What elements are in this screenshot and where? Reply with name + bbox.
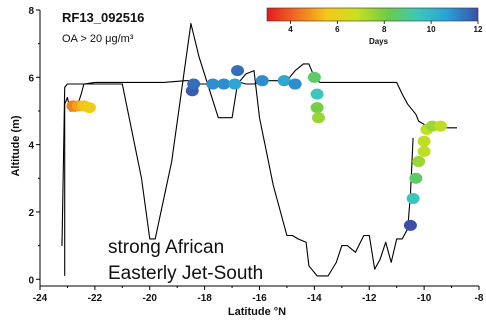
- x-tick-label: -24: [33, 293, 48, 304]
- oa-points: [66, 65, 448, 231]
- annotation-line-1: strong African: [108, 237, 224, 258]
- oa-point: [434, 120, 448, 132]
- x-tick-label: -16: [252, 293, 267, 304]
- oa-point: [288, 78, 302, 90]
- oa-point: [310, 88, 324, 100]
- x-tick-label: -20: [143, 293, 158, 304]
- x-tick-label: -8: [475, 293, 484, 304]
- oa-point: [412, 155, 426, 167]
- flight-track-line: [61, 22, 414, 277]
- oa-point: [255, 75, 269, 87]
- colorbar-tick-label: 4: [288, 25, 293, 34]
- oa-point: [228, 78, 242, 90]
- oa-point: [187, 78, 201, 90]
- oa-point: [409, 172, 423, 184]
- x-tick-label: -22: [88, 293, 103, 304]
- oa-point: [417, 135, 431, 147]
- colorbar-tick-label: 8: [382, 25, 387, 34]
- colorbar-tick-label: 10: [427, 25, 436, 34]
- colorbar: 4 6 8 10 12 Days: [266, 7, 483, 46]
- colorbar-tick-label: 12: [474, 25, 483, 34]
- oa-point: [206, 78, 220, 90]
- oa-point: [82, 102, 96, 114]
- oa-point: [417, 145, 431, 157]
- oa-point: [307, 71, 321, 83]
- x-axis-label: Latitude °N: [228, 306, 286, 318]
- colorbar-label: Days: [369, 37, 389, 46]
- y-tick-label: 0: [28, 275, 34, 286]
- chart-subtitle: OA > 20 μg/m³: [62, 33, 134, 45]
- colorbar-tick-label: 6: [335, 25, 340, 34]
- oa-point: [231, 65, 245, 77]
- y-tick-label: 8: [28, 6, 34, 17]
- x-tick-label: -18: [197, 293, 212, 304]
- y-tick-label: 2: [28, 208, 34, 219]
- chart-title: RF13_092516: [62, 10, 144, 25]
- oa-point: [311, 112, 325, 124]
- oa-point: [406, 192, 420, 204]
- annotation-line-2: Easterly Jet-South: [108, 263, 263, 284]
- oa-point: [277, 75, 291, 87]
- y-tick-label: 4: [28, 141, 34, 152]
- x-tick-label: -10: [417, 293, 432, 304]
- x-tick-label: -14: [307, 293, 322, 304]
- oa-point: [403, 219, 417, 231]
- x-tick-label: -12: [362, 293, 377, 304]
- y-tick-label: 6: [28, 73, 34, 84]
- ticks: -24 -22 -20 -18 -16 -14 -12 -10 -8 0 2 4 6 8: [28, 6, 483, 304]
- colorbar-bar: [266, 7, 479, 22]
- oa-point: [310, 102, 324, 114]
- y-axis-label: Altitude (m): [10, 115, 22, 176]
- oa-point: [217, 78, 231, 90]
